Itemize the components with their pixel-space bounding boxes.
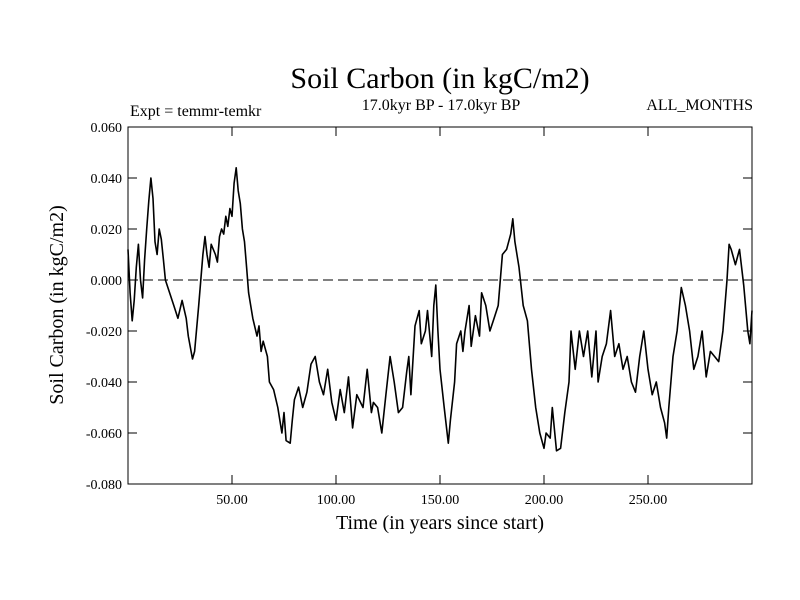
x-tick-label: 50.00 <box>216 493 248 508</box>
x-tick-label: 250.00 <box>629 493 668 508</box>
axis-ticks: 50.00 100.00 150.00 200.00 250.00 0.060 0.040 0… <box>86 121 752 508</box>
x-axis-label: Time (in years since start) <box>336 512 544 534</box>
chart-subtitle: 17.0kyr BP - 17.0kyr BP <box>362 97 521 114</box>
x-tick-label: 200.00 <box>525 493 564 508</box>
y-axis-label: Soil Carbon (in kgC/m2) <box>46 205 68 404</box>
y-tick-label: -0.080 <box>86 478 122 493</box>
y-tick-label: -0.040 <box>86 376 122 391</box>
y-tick-label: 0.040 <box>91 172 123 187</box>
y-tick-label: 0.000 <box>91 274 123 289</box>
chart-title: Soil Carbon (in kgC/m2) <box>290 62 589 95</box>
series-layer <box>127 167 753 452</box>
x-tick-label: 150.00 <box>421 493 460 508</box>
experiment-label: Expt = temmr-temkr <box>130 103 262 120</box>
y-tick-label: -0.060 <box>86 427 122 442</box>
plot-area-frame <box>127 126 753 485</box>
y-tick-label: 0.020 <box>91 223 123 238</box>
months-label: ALL_MONTHS <box>646 97 753 114</box>
series-line-0 <box>127 167 753 452</box>
y-tick-label: -0.020 <box>86 325 122 340</box>
y-tick-label: 0.060 <box>91 121 123 136</box>
x-tick-label: 100.00 <box>317 493 356 508</box>
